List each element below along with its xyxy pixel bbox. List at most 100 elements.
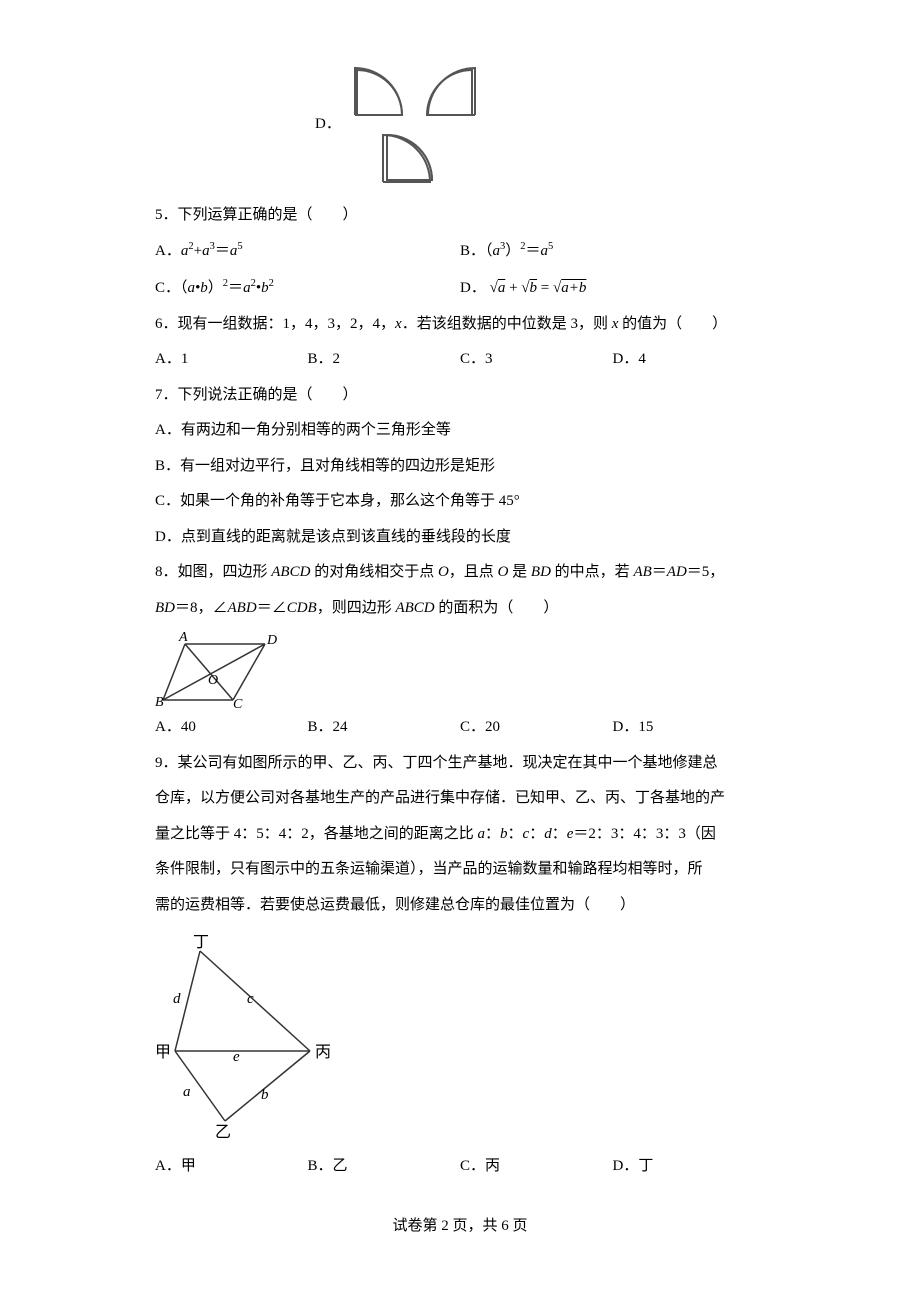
q7-option-a: A．有两边和一角分别相等的两个三角形全等 <box>155 415 765 447</box>
q9-fig-b: b <box>261 1087 269 1103</box>
q8-l2e: 的面积为（ ） <box>435 600 559 616</box>
q9-fig-cl: c <box>247 991 254 1007</box>
q9-option-a: A．甲 <box>155 1151 308 1183</box>
q4-option-d-label: D． <box>315 109 341 141</box>
q5-option-a: A．a2+a3＝a5 <box>155 236 460 268</box>
q8-abcd2: ABCD <box>395 600 434 616</box>
q5a-mid: + <box>194 243 202 259</box>
q8-figure: A D B C O <box>155 630 765 710</box>
q8-bd2: BD <box>155 600 175 616</box>
q6-x: x <box>395 316 402 332</box>
q5-option-d: D． √a + √b = √a+b <box>460 273 765 305</box>
q8-option-b: B．24 <box>308 712 461 744</box>
petals-figure <box>347 60 497 190</box>
q5-stem: 5．下列运算正确的是（ ） <box>155 200 765 232</box>
q5c-b1: a•b <box>188 280 208 296</box>
q5d-sab: a+b <box>561 280 586 296</box>
q5c-s3: 2 <box>269 278 274 289</box>
q8-l2d: ，则四边形 <box>317 600 396 616</box>
q5b-eq: ＝ <box>526 243 541 259</box>
q8-l1a: 8．如图，四边形 <box>155 564 271 580</box>
q5b-mid: ） <box>505 243 520 259</box>
q8-option-c: C．20 <box>460 712 613 744</box>
q9-fig-yi: 乙 <box>215 1124 231 1141</box>
q9-fig-a: a <box>183 1084 191 1100</box>
q5d-pre: D． <box>460 280 486 296</box>
q7-option-b: B．有一组对边平行，且对角线相等的四边形是矩形 <box>155 451 765 483</box>
q8-ab: AB <box>633 564 651 580</box>
q9-line3: 量之比等于 4：5：4：2，各基地之间的距离之比 a：b：c：d：e＝2：3：4… <box>155 819 765 851</box>
q8-ad: AD <box>667 564 687 580</box>
q9-figure: 丁 甲 乙 丙 d c e a b <box>155 931 765 1141</box>
q8-l1d: 是 <box>508 564 531 580</box>
q9-l3a: 量之比等于 4：5：4：2，各基地之间的距离之比 <box>155 826 478 842</box>
q8-abd: ABD <box>228 600 257 616</box>
q5d-eq: = <box>541 280 553 296</box>
q8-l2b: ＝8，∠ <box>175 600 228 616</box>
q8-cdb: CDB <box>287 600 317 616</box>
q6-sa: 6．现有一组数据：1，4，3，2，4， <box>155 316 395 332</box>
q8-o: O <box>438 564 449 580</box>
q8-fig-d: D <box>266 633 277 648</box>
q9-fig-d: d <box>173 991 181 1007</box>
q6-option-c: C．3 <box>460 344 613 376</box>
exam-page: D． 5．下列运算正确的 <box>0 0 920 1282</box>
q8-o2: O <box>498 564 509 580</box>
q8-fig-o: O <box>208 673 218 688</box>
q9-fig-bing: 丙 <box>315 1044 331 1061</box>
q7-option-d: D．点到直线的距离就是该点到该直线的垂线段的长度 <box>155 522 765 554</box>
q9-c1: ： <box>485 826 500 842</box>
q5b-pre: B．（ <box>460 243 493 259</box>
q5d-sqrt3: √a+b <box>553 280 586 296</box>
q9-d: d <box>544 826 552 842</box>
q9-c4: ： <box>552 826 567 842</box>
q5d-sqrt1: √a <box>490 280 506 296</box>
q8-line2: BD＝8，∠ABD＝∠CDB，则四边形 ABCD 的面积为（ ） <box>155 593 765 625</box>
q5a-pre: A． <box>155 243 181 259</box>
q9-b: b <box>500 826 508 842</box>
q8-l1b: 的对角线相交于点 <box>310 564 438 580</box>
q5-option-b: B．（a3）2＝a5 <box>460 236 765 268</box>
q9-c3: ： <box>529 826 544 842</box>
q9-options: A．甲 B．乙 C．丙 D．丁 <box>155 1151 765 1183</box>
q8-l1c: ，且点 <box>449 564 498 580</box>
q5c-b3: b <box>261 280 269 296</box>
q9-option-c: C．丙 <box>460 1151 613 1183</box>
q5b-b1: a <box>493 243 501 259</box>
q6-option-d: D．4 <box>613 344 766 376</box>
q9-line5: 需的运费相等．若要使总运费最低，则修建总仓库的最佳位置为（ ） <box>155 890 765 922</box>
q5a-s3: 5 <box>237 241 242 252</box>
q6-options: A．1 B．2 C．3 D．4 <box>155 344 765 376</box>
q5c-eq: ＝ <box>228 280 243 296</box>
q9-option-b: B．乙 <box>308 1151 461 1183</box>
q9-l3b: ＝2：3：4：3：3（因 <box>573 826 716 842</box>
q8-fig-c: C <box>233 697 243 710</box>
q5d-plus: + <box>509 280 521 296</box>
q8-l2c: ＝∠ <box>257 600 287 616</box>
q9-line4: 条件限制，只有图示中的五条运输渠道），当产品的运输数量和输路程均相等时，所 <box>155 854 765 886</box>
q9-fig-jia: 甲 <box>155 1044 171 1061</box>
q5-option-c: C．（a•b）2＝a2•b2 <box>155 273 460 305</box>
q4-option-d-row: D． <box>155 60 765 190</box>
q8-fig-a: A <box>178 630 188 645</box>
q5d-sa: a <box>498 280 506 296</box>
q8-eq1: ＝ <box>652 564 667 580</box>
q9-a: a <box>478 826 486 842</box>
q5c-pre: C．（ <box>155 280 188 296</box>
q5d-sqrt2: √b <box>521 280 537 296</box>
page-footer: 试卷第 2 页，共 6 页 <box>155 1211 765 1243</box>
q8-abcd: ABCD <box>271 564 310 580</box>
q6-option-b: B．2 <box>308 344 461 376</box>
q5c-mid: ） <box>208 280 223 296</box>
q9-fig-e: e <box>233 1049 240 1065</box>
q5-options-row1: A．a2+a3＝a5 B．（a3）2＝a5 <box>155 236 765 268</box>
q5-options-row2: C．（a•b）2＝a2•b2 D． √a + √b = √a+b <box>155 273 765 305</box>
q8-bd: BD <box>531 564 551 580</box>
q8-fig-b: B <box>155 695 164 710</box>
q9-line1: 9．某公司有如图所示的甲、乙、丙、丁四个生产基地．现决定在其中一个基地修建总 <box>155 748 765 780</box>
q8-option-d: D．15 <box>613 712 766 744</box>
q7-stem: 7．下列说法正确的是（ ） <box>155 380 765 412</box>
q8-options: A．40 B．24 C．20 D．15 <box>155 712 765 744</box>
q5a-eq: ＝ <box>215 243 230 259</box>
q8-option-a: A．40 <box>155 712 308 744</box>
